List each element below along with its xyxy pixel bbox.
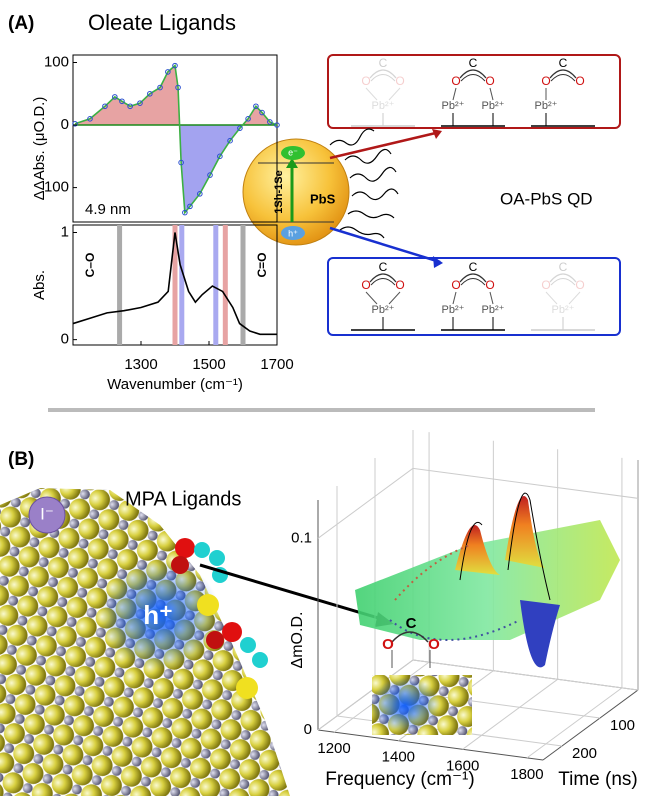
metal-label: Pb²⁺: [482, 304, 505, 316]
metal-label: Pb²⁺: [552, 304, 575, 316]
y-axis-label: Abs.: [31, 270, 48, 300]
carboxylate-bond: [371, 75, 395, 82]
core-label: PbS: [310, 191, 336, 206]
figure: (A) Oleate Ligands e⁻ h⁺ 1Sh-1Se PbS OA-…: [0, 0, 647, 796]
ligand-structure: CO O Pb²⁺ Pb²⁺: [441, 260, 505, 330]
x-axis-label: Frequency (cm⁻¹): [325, 769, 474, 790]
annotation: C=O: [255, 252, 269, 277]
grid-line: [413, 468, 638, 498]
ligand-structure: CO O Pb²⁺: [531, 56, 595, 126]
atom-label: O: [541, 74, 550, 88]
carboxylate-bond: [461, 279, 485, 286]
atom-label: O: [428, 636, 440, 653]
metal-label: Pb²⁺: [442, 100, 465, 112]
metal-label: Pb²⁺: [372, 100, 395, 112]
ligand-structure: CO O Pb²⁺ Pb²⁺: [441, 56, 505, 126]
atom-label: C: [559, 56, 568, 70]
grid-line: [318, 468, 413, 538]
panel-label: (B): [8, 449, 34, 470]
transition-label: 1Sh-1Se: [273, 170, 285, 213]
metal-label: Pb²⁺: [482, 100, 505, 112]
coord-bond: [366, 292, 377, 304]
coord-bond: [490, 88, 493, 100]
atom-label: C: [406, 615, 417, 632]
x-axis-label: Wavenumber (cm⁻¹): [107, 376, 243, 393]
y-tick-label: 100: [610, 717, 635, 734]
hole-label: h⁺: [143, 600, 173, 630]
y-axis-label: Time (ns): [558, 769, 638, 790]
annotation: 4.9 nm: [85, 201, 131, 218]
z-tick-label: 0.1: [291, 529, 312, 546]
coord-bond: [389, 88, 400, 100]
band: [213, 225, 218, 345]
panel-title: MPA Ligands: [125, 488, 241, 510]
atom-label: O: [575, 278, 584, 292]
coord-bond: [366, 88, 377, 100]
x-tick-label: 1400: [382, 749, 415, 766]
y-tick-label: 200: [572, 745, 597, 762]
carboxylate-bond: [371, 279, 395, 286]
ligand-structure: CO OPb²⁺: [351, 260, 415, 330]
atom-label: O: [382, 636, 394, 653]
atom-label: O: [451, 74, 460, 88]
atom-label: O: [361, 74, 370, 88]
y-tick-label: 1: [61, 223, 69, 240]
atom-label: C: [469, 56, 478, 70]
atom-label: C: [379, 56, 388, 70]
coord-bond: [490, 292, 493, 304]
x-tick-label: 1800: [510, 766, 543, 783]
x-tick-label: 1500: [192, 356, 225, 373]
atom-label: O: [541, 278, 550, 292]
y-tick-label: 0: [61, 116, 69, 133]
metal-label: Pb²⁺: [372, 304, 395, 316]
coord-bond: [389, 292, 400, 304]
atom-label: O: [395, 278, 404, 292]
x-tick-label: 1300: [124, 356, 157, 373]
atom-label: C: [379, 260, 388, 274]
atom-label: O: [361, 278, 370, 292]
electron-label: e⁻: [288, 147, 298, 157]
atom-label: C: [469, 260, 478, 274]
carboxylate-bond: [551, 75, 575, 82]
x-tick-label: 1200: [317, 740, 350, 757]
atom-label: C: [559, 260, 568, 274]
z-axis-label: ΔmO.D.: [289, 612, 306, 669]
annotation: C–O: [83, 253, 97, 278]
surface-art: [355, 493, 620, 735]
coord-bond: [546, 292, 557, 304]
band: [223, 225, 228, 345]
atom-label: O: [395, 74, 404, 88]
coord-bond: [569, 292, 580, 304]
metal-label: Pb²⁺: [442, 304, 465, 316]
panel-title: Oleate Ligands: [88, 10, 236, 35]
carboxylate-bond: [551, 279, 575, 286]
hole-label: h⁺: [288, 228, 298, 238]
carboxylate-bond: [461, 75, 485, 82]
band: [179, 225, 184, 345]
band: [117, 225, 122, 345]
coord-bond: [453, 292, 456, 304]
z-tick-label: 0: [304, 721, 312, 738]
panel-label: (A): [8, 13, 34, 34]
x-tick-label: 1700: [260, 356, 293, 373]
iodide-label: I⁻: [40, 504, 54, 523]
atom-label: O: [485, 278, 494, 292]
atom-label: O: [485, 74, 494, 88]
atom-label: O: [575, 74, 584, 88]
coord-bond: [453, 88, 456, 100]
atom-label: O: [451, 278, 460, 292]
y-tick-label: 0: [61, 331, 69, 348]
qd-label: OA-PbS QD: [500, 189, 593, 208]
y-axis-label: ΔΔAbs. (μO.D.): [31, 97, 48, 201]
metal-label: Pb²⁺: [535, 100, 558, 112]
y-tick-label: 100: [44, 53, 69, 70]
